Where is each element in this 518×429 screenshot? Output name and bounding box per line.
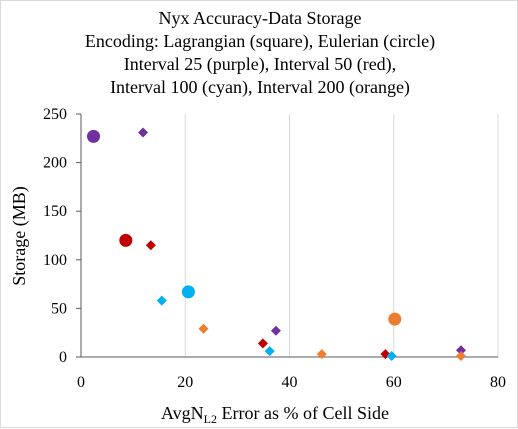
point-circle-cyan — [181, 285, 195, 299]
y-tick-labels: 0 50 100 150 200 250 — [43, 106, 67, 366]
x-tick-labels: 0 20 40 60 80 — [77, 374, 506, 391]
chart-title-line-1: Nyx Accuracy-Data Storage — [159, 8, 362, 28]
point-diamond-orange — [198, 323, 209, 334]
chart-title: Nyx Accuracy-Data Storage Encoding: Lagr… — [85, 8, 435, 98]
y-tick-label: 200 — [43, 155, 67, 172]
axes — [76, 113, 498, 358]
point-diamond-cyan — [386, 351, 397, 362]
point-diamond-cyan — [264, 346, 275, 357]
chart-title-line-4: Interval 100 (cyan), Interval 200 (orang… — [110, 77, 410, 98]
y-tick-label: 100 — [43, 252, 67, 269]
x-axis-title-subscript: L2 — [204, 412, 217, 426]
y-tick-label: 50 — [51, 300, 67, 317]
point-circle-purple — [87, 129, 101, 143]
y-tick-label: 250 — [43, 106, 67, 123]
point-circle-orange — [388, 312, 402, 326]
point-diamond-red — [257, 338, 268, 349]
point-diamond-purple — [138, 127, 149, 138]
x-axis-title-rest: Error as % of Cell Side — [217, 403, 389, 423]
x-tick-label: 40 — [282, 374, 298, 391]
y-tick-label: 0 — [59, 349, 67, 366]
point-diamond-red — [145, 240, 156, 251]
x-tick-label: 20 — [177, 374, 193, 391]
point-diamond-orange — [455, 351, 466, 362]
x-axis-title: AvgNL2 Error as % of Cell Side — [161, 403, 389, 426]
y-tick-label: 150 — [43, 203, 67, 220]
point-circle-red — [119, 233, 133, 247]
x-tick-label: 0 — [77, 374, 85, 391]
x-axis-title-main: AvgN — [161, 403, 204, 423]
point-diamond-purple — [270, 325, 281, 336]
point-diamond-orange — [316, 349, 327, 360]
x-tick-label: 80 — [490, 374, 506, 391]
point-diamond-cyan — [156, 295, 167, 306]
x-tick-label: 60 — [386, 374, 402, 391]
data-points — [87, 127, 466, 362]
y-axis-title: Storage (MB) — [9, 186, 30, 285]
chart-title-line-3: Interval 25 (purple), Interval 50 (red), — [124, 54, 396, 75]
point-diamond-purple — [455, 345, 466, 356]
gridlines — [184, 114, 499, 357]
chart-title-line-2: Encoding: Lagrangian (square), Eulerian … — [85, 31, 435, 52]
